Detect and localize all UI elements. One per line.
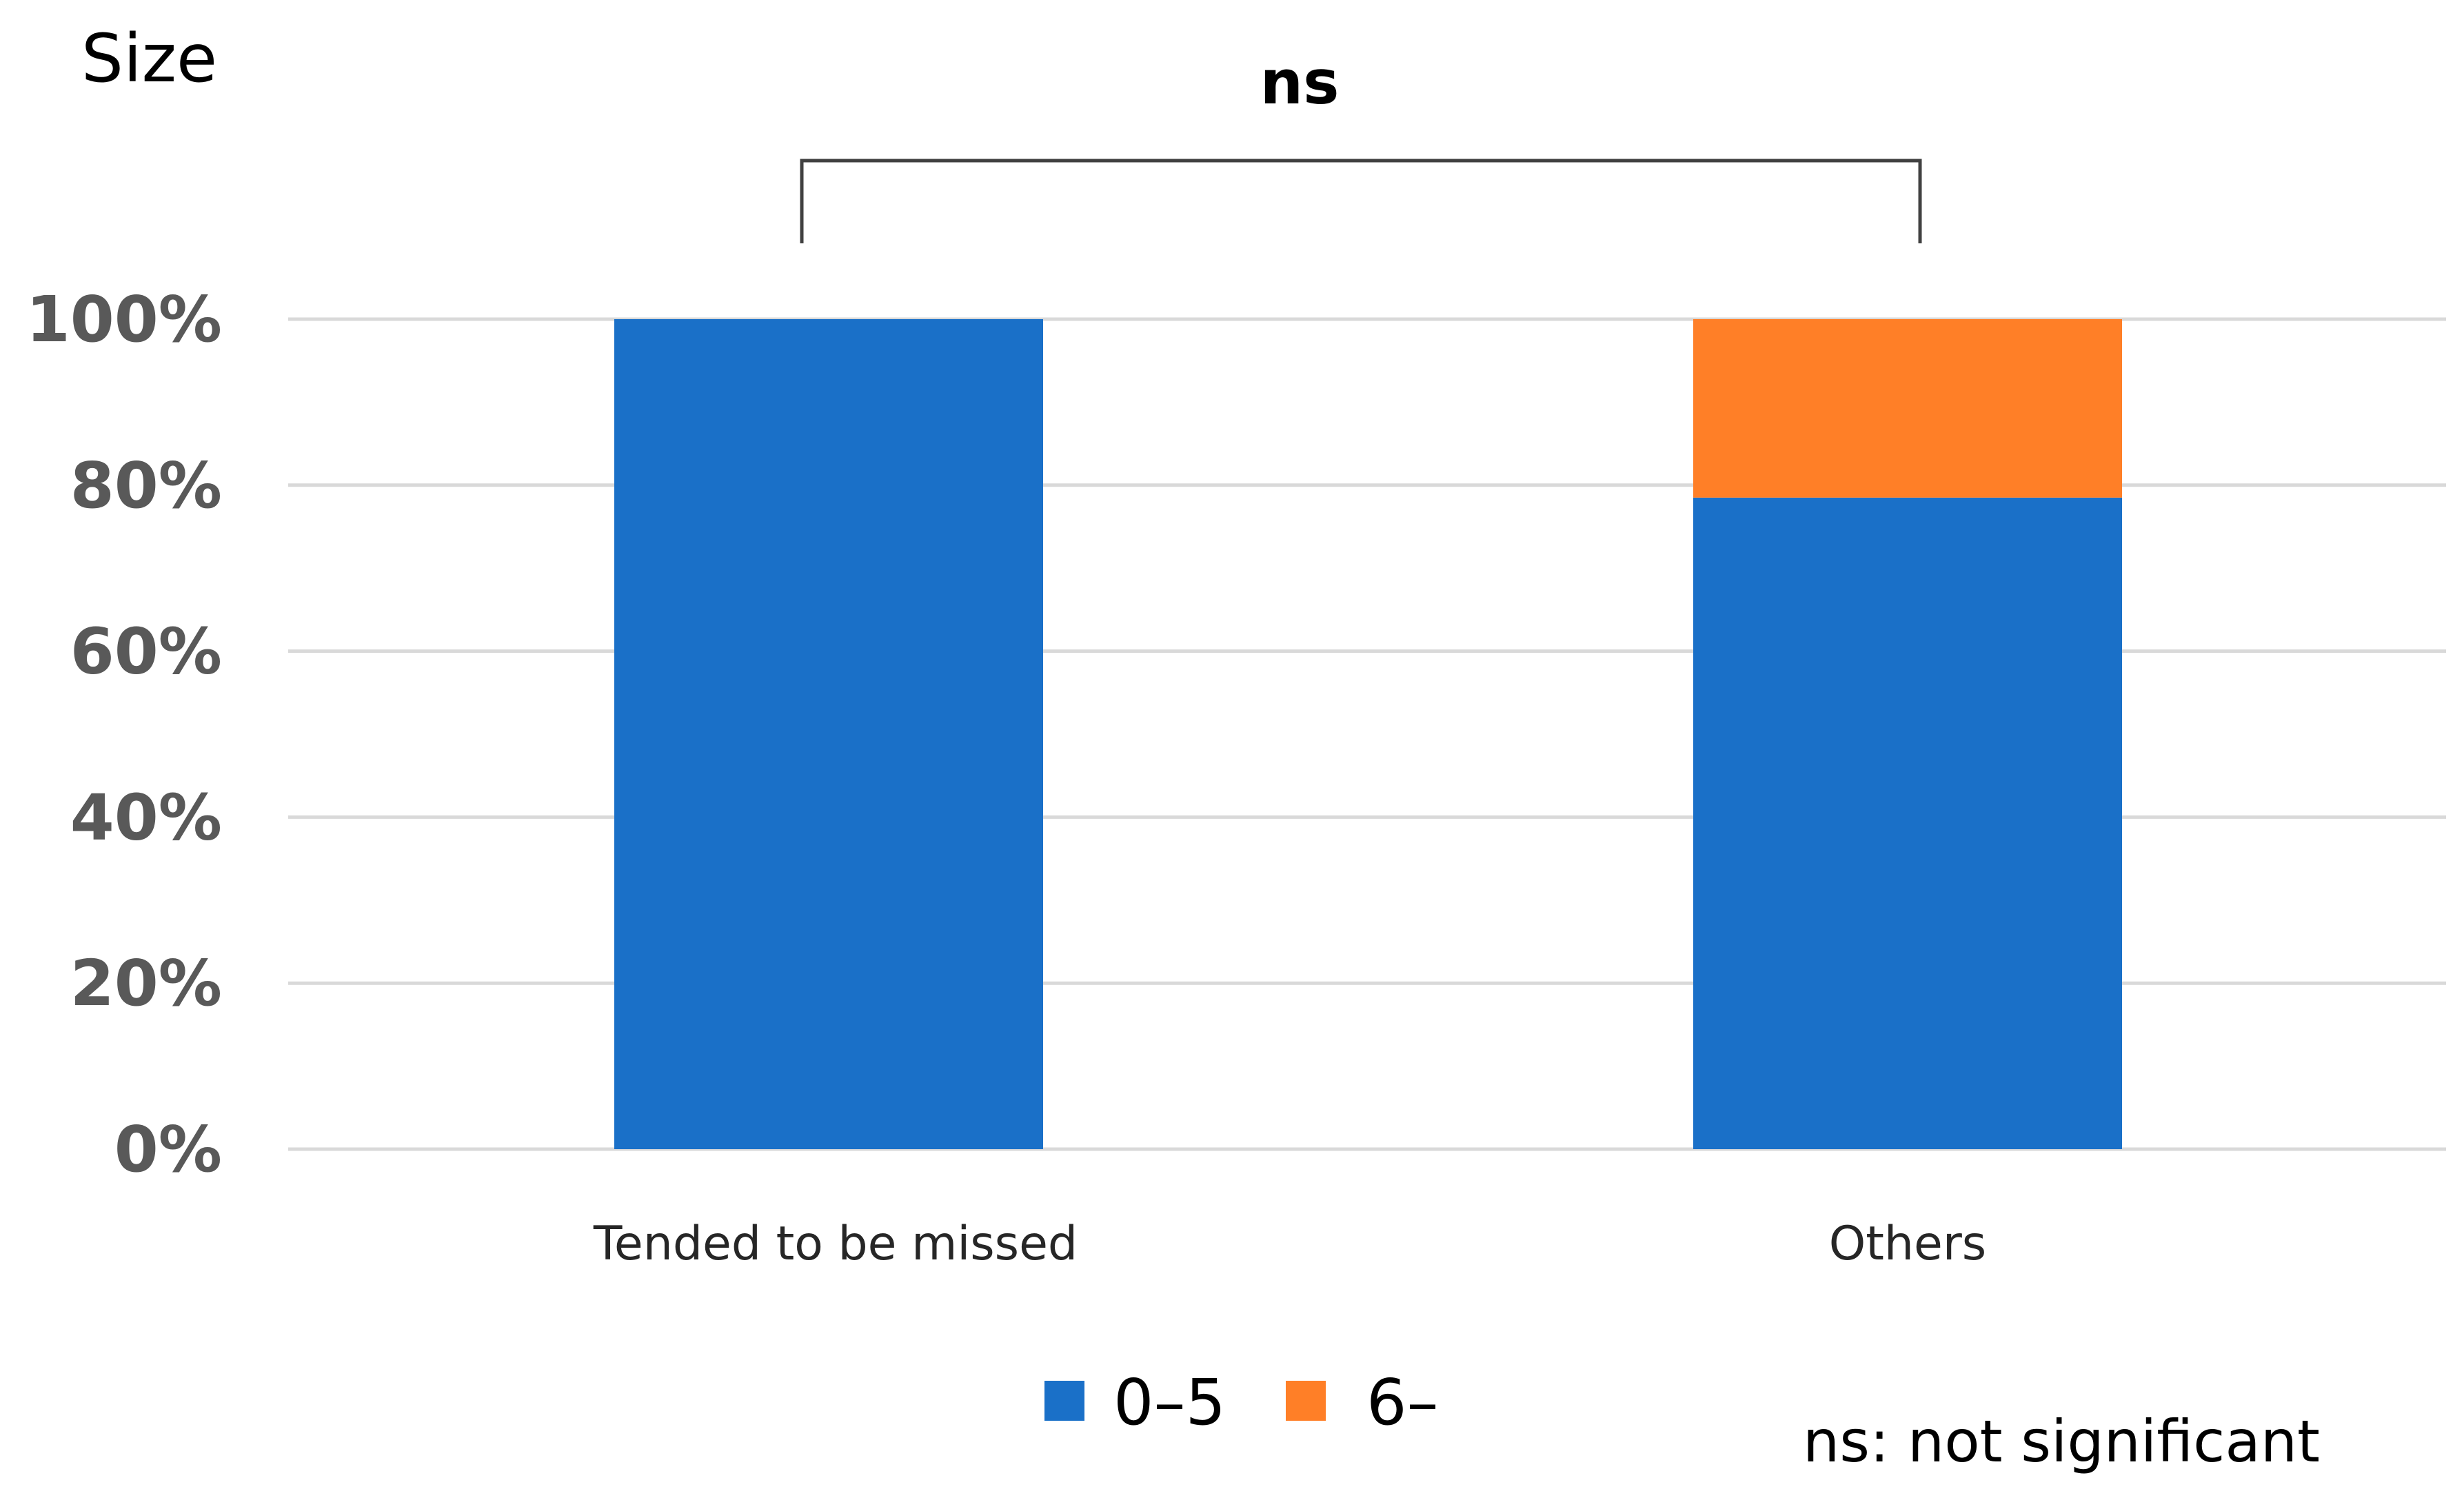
y-tick-labels: 0% 20% 40% 60% 80% 100% bbox=[26, 283, 222, 1186]
y-tick-label: 60% bbox=[70, 615, 222, 689]
significance-bracket bbox=[800, 159, 1922, 243]
category-label: Others bbox=[1829, 1217, 1987, 1271]
bar-segment bbox=[1693, 497, 2122, 1149]
legend-swatch bbox=[1044, 1381, 1084, 1421]
bar-segment bbox=[1693, 319, 2122, 498]
y-tick-label: 20% bbox=[70, 946, 222, 1020]
legend-swatch bbox=[1286, 1381, 1326, 1421]
legend-label: 6– bbox=[1366, 1366, 1439, 1439]
y-tick-label: 80% bbox=[70, 449, 222, 523]
legend-label: 0–5 bbox=[1113, 1366, 1226, 1439]
y-tick-label: 40% bbox=[70, 780, 222, 854]
gridlines bbox=[288, 317, 2446, 1151]
bar-segment bbox=[614, 319, 1043, 1149]
footnote: ns: not significant bbox=[1803, 1408, 2320, 1475]
y-tick-label: 100% bbox=[26, 283, 222, 356]
y-axis-label: Size bbox=[81, 20, 217, 97]
y-tick-label: 0% bbox=[114, 1113, 222, 1186]
category-label: Tended to be missed bbox=[593, 1217, 1078, 1271]
legend: 0–5 6– bbox=[1044, 1366, 1439, 1439]
significance-label: ns bbox=[1260, 47, 1339, 118]
bars bbox=[614, 319, 2122, 1149]
category-labels: Tended to be missed Others bbox=[593, 1217, 1986, 1271]
